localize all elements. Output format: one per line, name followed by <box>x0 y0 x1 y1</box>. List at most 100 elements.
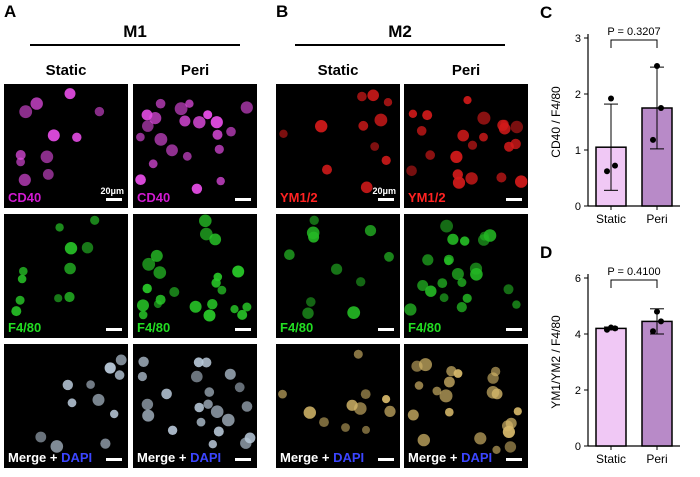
x-tick-label: Static <box>596 212 626 226</box>
micrograph-cells <box>137 214 252 322</box>
scale-bar <box>235 328 251 331</box>
dapi-label: DAPI <box>461 450 493 465</box>
cell <box>208 440 217 449</box>
cell <box>55 223 64 232</box>
panel-b-letter: B <box>276 2 289 21</box>
cell <box>367 89 379 102</box>
merge-label: Merge + <box>8 450 62 465</box>
cell <box>414 381 424 390</box>
cell <box>193 116 206 129</box>
cell <box>322 164 332 175</box>
cell <box>141 398 154 411</box>
micrograph-a-2-peri: F4/80 <box>133 214 257 338</box>
y-tick-label: 3 <box>575 33 581 45</box>
data-point <box>604 168 610 175</box>
cell <box>408 109 418 118</box>
cell <box>417 280 429 291</box>
cell <box>210 116 223 129</box>
scale-bar <box>378 198 394 201</box>
cell <box>222 413 235 427</box>
cell <box>496 172 507 183</box>
cell <box>179 115 191 127</box>
panel-c-letter: C <box>540 3 552 22</box>
significance-bracket <box>610 39 658 48</box>
cell <box>477 111 491 125</box>
micrograph-label: YM1/2 <box>408 190 446 205</box>
p-value-annotation: P = 0.4100 <box>607 266 660 278</box>
p-value-annotation: P = 0.3207 <box>607 26 660 38</box>
micrograph-label: F4/80 <box>137 320 171 335</box>
panel-a-title: M1 <box>123 22 147 41</box>
micrograph-cells <box>404 219 521 316</box>
cell <box>191 370 203 383</box>
cell <box>211 278 221 288</box>
scale-bar <box>506 328 522 331</box>
cell <box>452 169 463 180</box>
cell <box>15 150 26 160</box>
cell <box>11 306 22 317</box>
cell <box>483 229 497 242</box>
cell <box>422 254 434 266</box>
micrograph-b-1-peri: YM1/2 <box>404 84 528 208</box>
cell <box>196 417 206 427</box>
cell <box>463 96 472 105</box>
cell <box>203 309 216 322</box>
cell <box>425 285 437 297</box>
cell <box>502 425 515 438</box>
scale-bar <box>235 198 251 201</box>
cell <box>15 295 25 305</box>
cell <box>16 157 25 167</box>
panel-a-col-peri: Peri <box>180 62 210 79</box>
cell <box>512 300 521 309</box>
cell <box>115 354 127 366</box>
cell <box>104 362 116 374</box>
panel-b-title: M2 <box>388 22 412 41</box>
cell <box>374 113 388 127</box>
cell <box>72 132 82 142</box>
cell <box>142 409 155 422</box>
micrograph-label: Merge + DAPI <box>280 450 364 465</box>
micrograph-cells <box>135 98 253 194</box>
cell <box>503 284 514 295</box>
scale-bar <box>106 198 122 201</box>
data-point <box>658 105 664 111</box>
merge-label: Merge + <box>137 450 191 465</box>
scale-bar-label: 20μm <box>372 186 396 196</box>
panel-a-col-static: Static <box>45 62 87 79</box>
cell <box>19 105 33 119</box>
scale-bar <box>106 458 122 461</box>
cell <box>110 409 119 419</box>
micrograph-b-3-peri: Merge + DAPI <box>404 344 528 468</box>
scale-bar <box>235 458 251 461</box>
cell <box>504 141 514 152</box>
cell <box>230 305 239 314</box>
cell <box>437 278 448 288</box>
chart-d: D YM1/YM2 / F4/80 0 2 4 6 Static Peri P = 0.4100 <box>540 243 680 466</box>
panel-a-letter: A <box>4 2 17 21</box>
cell <box>444 376 455 388</box>
micrograph-cells <box>406 96 528 189</box>
cell <box>360 181 373 194</box>
cell <box>381 155 391 165</box>
cell <box>207 299 218 310</box>
cell <box>135 174 146 185</box>
cell <box>279 129 288 138</box>
cell <box>142 283 152 294</box>
cell <box>465 172 478 185</box>
cell <box>201 357 212 368</box>
cell <box>189 300 202 313</box>
scale-bar <box>506 458 522 461</box>
micrograph-cells <box>407 358 522 454</box>
cell <box>353 349 363 359</box>
merge-label: Merge + <box>280 450 334 465</box>
cell <box>35 431 47 443</box>
cell <box>212 129 223 140</box>
cell <box>148 159 158 169</box>
cell <box>47 129 60 142</box>
cell <box>244 432 256 444</box>
scale-bar <box>378 328 394 331</box>
cell <box>383 98 393 107</box>
cell <box>194 402 204 413</box>
chart-c: C CD40 / F4/80 0 1 2 3 Static Peri P = 0.3207 <box>540 3 680 226</box>
y-tick-label: 1 <box>575 145 581 157</box>
